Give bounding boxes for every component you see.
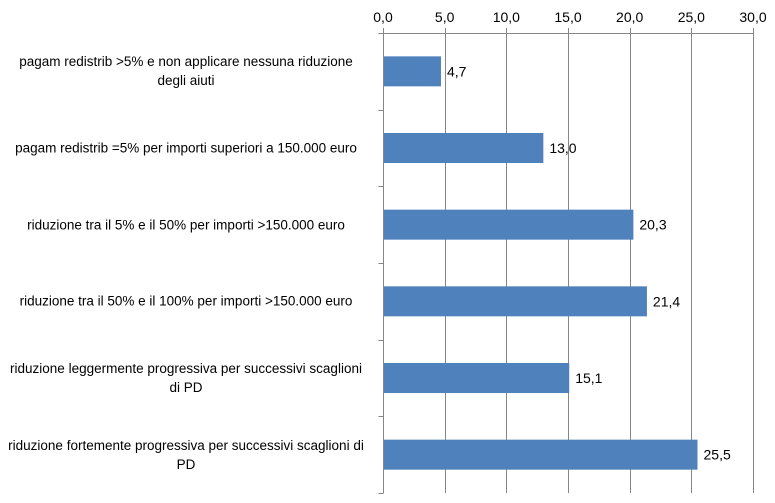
category-label: riduzione tra il 5% e il 50% per importi… bbox=[27, 217, 345, 233]
data-label: 25,5 bbox=[704, 447, 731, 463]
data-label: 13,0 bbox=[549, 140, 576, 156]
bar bbox=[384, 209, 634, 240]
category-label: pagam redistrib >5% e non applicare ness… bbox=[19, 54, 353, 89]
bar bbox=[384, 439, 698, 470]
gridlines bbox=[383, 33, 754, 493]
bars bbox=[384, 56, 698, 470]
x-tick-label: 30,0 bbox=[739, 9, 766, 25]
x-tick-labels: 0,0 5,0 10,0 15,0 20,0 25,0 30,0 bbox=[373, 9, 767, 25]
category-label: riduzione leggermente progressiva per su… bbox=[10, 361, 362, 395]
bar bbox=[384, 133, 544, 163]
bar bbox=[384, 363, 570, 393]
data-label: 21,4 bbox=[653, 293, 680, 309]
x-tick-label: 15,0 bbox=[554, 9, 581, 25]
x-tick-label: 5,0 bbox=[435, 9, 455, 25]
bar bbox=[384, 56, 441, 87]
category-label: riduzione tra il 50% e il 100% per impor… bbox=[19, 293, 353, 309]
data-label: 20,3 bbox=[639, 217, 666, 233]
x-tick-label: 20,0 bbox=[616, 9, 643, 25]
data-labels: 4,7 13,0 20,3 21,4 15,1 25,5 bbox=[447, 63, 731, 462]
category-label: pagam redistrib =5% per importi superior… bbox=[15, 140, 357, 156]
x-tick-label: 10,0 bbox=[493, 9, 520, 25]
category-label: riduzione fortemente progressiva per suc… bbox=[8, 437, 364, 472]
data-label: 4,7 bbox=[447, 63, 467, 79]
bar bbox=[384, 286, 647, 317]
x-tick-label: 25,0 bbox=[678, 9, 705, 25]
axes bbox=[378, 28, 754, 494]
x-tick-label: 0,0 bbox=[373, 9, 393, 25]
data-label: 15,1 bbox=[575, 370, 602, 386]
